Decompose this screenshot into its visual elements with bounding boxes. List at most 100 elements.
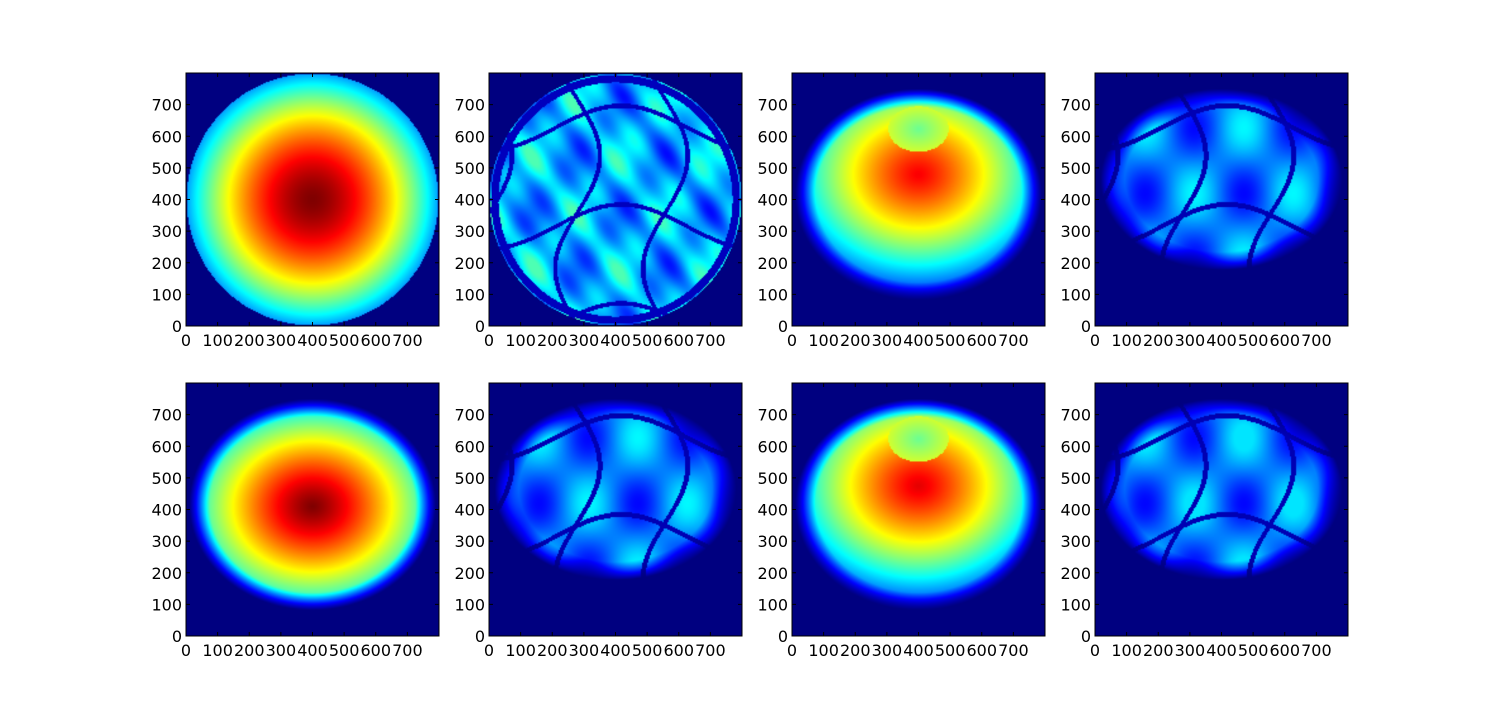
- y-tick-label: 700: [1060, 96, 1091, 115]
- heatmap-image: [489, 383, 742, 636]
- x-tick-label: 500: [935, 641, 966, 660]
- x-tick-label: 200: [537, 641, 568, 660]
- heatmap-panel-8: 0 100 200 300 400 500 600 700010020030040050060…: [1060, 382, 1349, 660]
- y-tick-label: 700: [1060, 406, 1091, 425]
- x-tick-label: 100: [505, 331, 536, 350]
- y-tick-label: 600: [454, 127, 485, 146]
- y-tick-label: 0: [172, 317, 182, 336]
- x-tick-label: 400: [600, 331, 631, 350]
- x-tick-label: 600: [966, 331, 997, 350]
- y-tick-label: 400: [454, 191, 485, 210]
- y-tick-label: 300: [151, 222, 182, 241]
- x-tick-label: 100: [202, 641, 233, 660]
- x-tick-label: 100: [808, 641, 839, 660]
- heatmap-panel-3: 0 100 200 300 400 500 600 700010020030040050060…: [757, 72, 1046, 350]
- x-tick-label: 600: [1269, 331, 1300, 350]
- y-tick-label: 300: [757, 532, 788, 551]
- y-tick-label: 0: [778, 627, 788, 646]
- x-tick-label: 100: [1111, 331, 1142, 350]
- heatmap-image: [1095, 73, 1348, 326]
- x-tick-label: 100: [808, 331, 839, 350]
- y-tick-label: 200: [151, 564, 182, 583]
- y-tick-label: 200: [1060, 564, 1091, 583]
- x-tick-label: 200: [537, 331, 568, 350]
- x-tick-label: 300: [872, 641, 903, 660]
- y-tick-label: 600: [757, 127, 788, 146]
- y-tick-label: 600: [1060, 437, 1091, 456]
- heatmap-image: [792, 383, 1045, 636]
- x-tick-label: 700: [695, 331, 726, 350]
- x-tick-label: 0: [787, 641, 797, 660]
- y-tick-label: 300: [757, 222, 788, 241]
- x-tick-label: 600: [966, 641, 997, 660]
- y-tick-label: 0: [475, 317, 485, 336]
- x-tick-label: 100: [505, 641, 536, 660]
- x-tick-label: 500: [935, 331, 966, 350]
- x-tick-label: 0: [1090, 641, 1100, 660]
- x-tick-label: 700: [695, 641, 726, 660]
- y-tick-label: 0: [1081, 627, 1091, 646]
- heatmap-image: [186, 73, 439, 326]
- x-tick-label: 500: [329, 331, 360, 350]
- x-tick-label: 700: [998, 331, 1029, 350]
- x-tick-label: 600: [1269, 641, 1300, 660]
- y-tick-label: 100: [1060, 285, 1091, 304]
- y-tick-label: 100: [454, 285, 485, 304]
- heatmap-panel-1: 0 100 200 300 400 500 600 700010020030040050060…: [151, 72, 440, 350]
- x-tick-label: 200: [1143, 331, 1174, 350]
- y-tick-label: 200: [454, 564, 485, 583]
- y-tick-label: 400: [1060, 191, 1091, 210]
- y-tick-label: 500: [1060, 469, 1091, 488]
- y-tick-label: 500: [757, 159, 788, 178]
- x-tick-label: 300: [872, 331, 903, 350]
- x-tick-label: 400: [1206, 641, 1237, 660]
- y-tick-label: 100: [757, 285, 788, 304]
- x-tick-label: 0: [181, 641, 191, 660]
- x-tick-label: 400: [903, 641, 934, 660]
- y-tick-label: 500: [454, 469, 485, 488]
- y-tick-label: 200: [1060, 254, 1091, 273]
- y-tick-label: 500: [151, 159, 182, 178]
- x-tick-label: 600: [360, 331, 391, 350]
- heatmap-panel-7: 0 100 200 300 400 500 600 700010020030040050060…: [757, 382, 1046, 660]
- y-tick-label: 100: [1060, 595, 1091, 614]
- x-tick-label: 0: [484, 641, 494, 660]
- x-tick-label: 700: [1301, 331, 1332, 350]
- y-tick-label: 300: [151, 532, 182, 551]
- x-tick-label: 300: [569, 331, 600, 350]
- x-tick-label: 400: [297, 331, 328, 350]
- x-tick-label: 0: [484, 331, 494, 350]
- heatmap-image: [186, 383, 439, 636]
- x-tick-label: 300: [1175, 641, 1206, 660]
- y-tick-label: 600: [454, 437, 485, 456]
- y-tick-label: 400: [151, 501, 182, 520]
- x-tick-label: 200: [840, 641, 871, 660]
- y-tick-label: 200: [757, 564, 788, 583]
- y-tick-label: 700: [757, 406, 788, 425]
- x-tick-label: 0: [787, 331, 797, 350]
- y-tick-label: 0: [172, 627, 182, 646]
- x-tick-label: 400: [1206, 331, 1237, 350]
- y-tick-label: 500: [757, 469, 788, 488]
- x-tick-label: 300: [266, 331, 297, 350]
- y-tick-label: 700: [151, 96, 182, 115]
- y-tick-label: 400: [757, 191, 788, 210]
- y-tick-label: 500: [151, 469, 182, 488]
- x-tick-label: 200: [1143, 641, 1174, 660]
- x-tick-label: 600: [360, 641, 391, 660]
- y-tick-label: 200: [151, 254, 182, 273]
- y-tick-label: 700: [757, 96, 788, 115]
- x-tick-label: 500: [632, 331, 663, 350]
- y-tick-label: 100: [757, 595, 788, 614]
- x-tick-label: 300: [1175, 331, 1206, 350]
- y-tick-label: 100: [454, 595, 485, 614]
- x-tick-label: 500: [329, 641, 360, 660]
- x-tick-label: 700: [1301, 641, 1332, 660]
- x-tick-label: 400: [903, 331, 934, 350]
- y-tick-label: 700: [151, 406, 182, 425]
- x-tick-label: 300: [569, 641, 600, 660]
- y-tick-label: 600: [1060, 127, 1091, 146]
- x-tick-label: 400: [600, 641, 631, 660]
- heatmap-image: [489, 73, 742, 326]
